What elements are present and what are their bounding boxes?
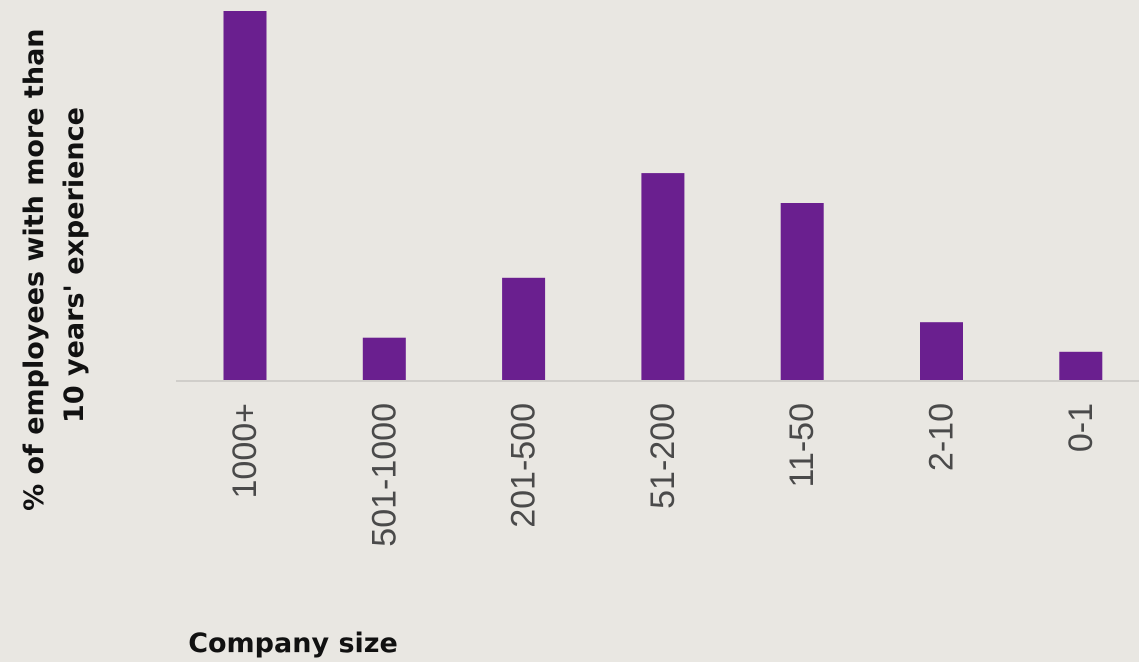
bar-1000+ bbox=[223, 11, 267, 381]
bar-0-1 bbox=[1059, 351, 1103, 381]
bar-201-500 bbox=[502, 277, 546, 381]
x-axis-label: Company size bbox=[188, 628, 398, 659]
bars bbox=[223, 11, 1103, 381]
x-tick-label-51-200: 51-200 bbox=[644, 403, 682, 509]
x-tick-label-1000+: 1000+ bbox=[226, 403, 264, 499]
x-tick-label-501-1000: 501-1000 bbox=[365, 403, 403, 547]
x-tick-label-2-10: 2-10 bbox=[923, 403, 961, 471]
x-tick-label-201-500: 201-500 bbox=[505, 403, 543, 528]
bar-501-1000 bbox=[362, 337, 406, 381]
bar-51-200 bbox=[641, 173, 685, 381]
x-tick-label-11-50: 11-50 bbox=[783, 403, 821, 487]
bar-11-50 bbox=[780, 203, 824, 381]
y-axis-label-line-1: % of employees with more than bbox=[19, 28, 50, 510]
x-tick-label-0-1: 0-1 bbox=[1062, 403, 1100, 452]
bar-2-10 bbox=[920, 322, 963, 381]
y-axis-label-line-2: 10 years' experience bbox=[59, 107, 90, 423]
y-axis-label: % of employees with more than 10 years' … bbox=[19, 19, 90, 511]
x-tick-labels: 1000+ 501-1000 201-500 51-200 11-50 2-10 0-1 bbox=[226, 403, 1100, 547]
